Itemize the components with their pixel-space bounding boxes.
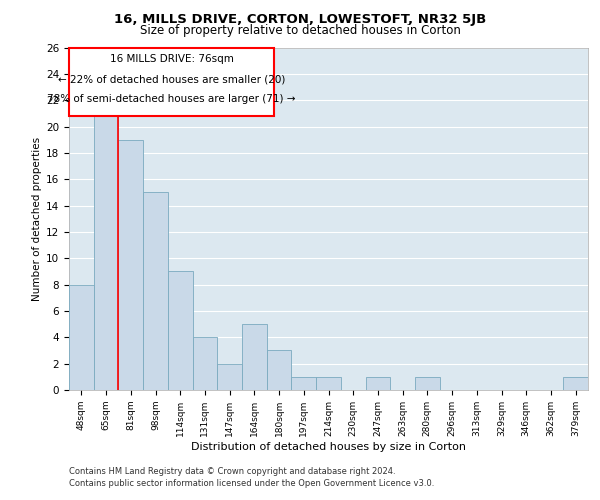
Bar — [193, 338, 217, 390]
Y-axis label: Number of detached properties: Number of detached properties — [32, 136, 42, 301]
Bar — [563, 377, 588, 390]
Text: ← 22% of detached houses are smaller (20): ← 22% of detached houses are smaller (20… — [58, 74, 285, 84]
Bar — [415, 377, 440, 390]
Text: Size of property relative to detached houses in Corton: Size of property relative to detached ho… — [140, 24, 460, 37]
Bar — [143, 192, 168, 390]
FancyBboxPatch shape — [69, 48, 274, 116]
Bar — [292, 377, 316, 390]
Text: Contains HM Land Registry data © Crown copyright and database right 2024.: Contains HM Land Registry data © Crown c… — [69, 468, 395, 476]
Bar — [69, 284, 94, 390]
Text: 16, MILLS DRIVE, CORTON, LOWESTOFT, NR32 5JB: 16, MILLS DRIVE, CORTON, LOWESTOFT, NR32… — [114, 12, 486, 26]
Bar — [267, 350, 292, 390]
Bar — [217, 364, 242, 390]
Text: 78% of semi-detached houses are larger (71) →: 78% of semi-detached houses are larger (… — [47, 94, 296, 104]
Text: 16 MILLS DRIVE: 76sqm: 16 MILLS DRIVE: 76sqm — [110, 54, 233, 64]
Bar — [118, 140, 143, 390]
Bar — [168, 272, 193, 390]
Bar — [316, 377, 341, 390]
Bar — [94, 100, 118, 390]
Text: Distribution of detached houses by size in Corton: Distribution of detached houses by size … — [191, 442, 466, 452]
Text: Contains public sector information licensed under the Open Government Licence v3: Contains public sector information licen… — [69, 479, 434, 488]
Bar — [242, 324, 267, 390]
Bar — [365, 377, 390, 390]
